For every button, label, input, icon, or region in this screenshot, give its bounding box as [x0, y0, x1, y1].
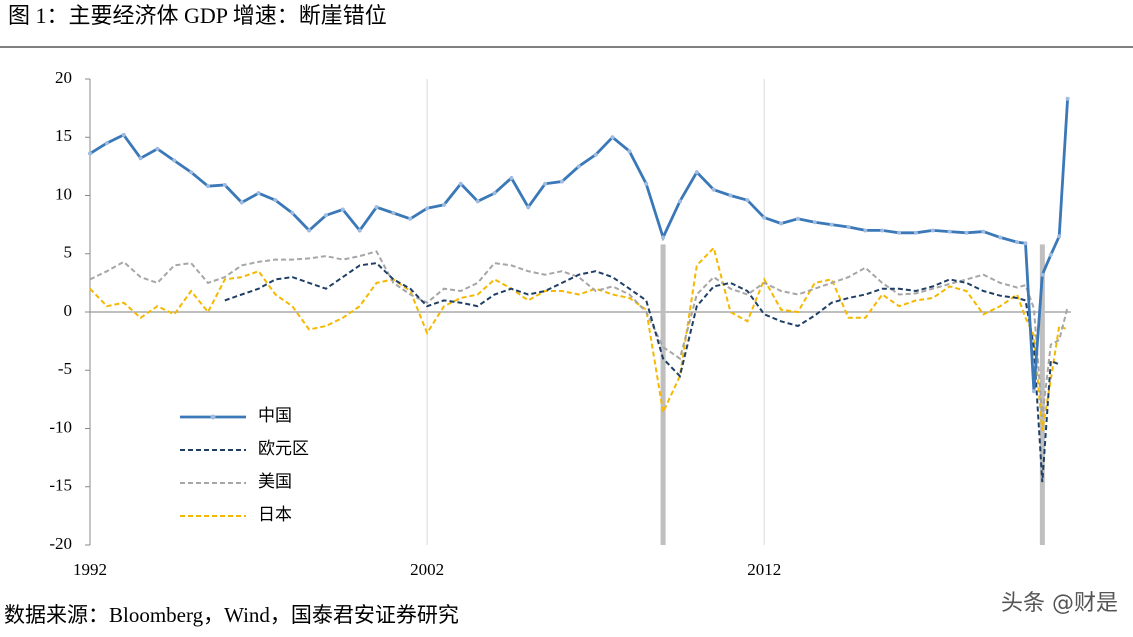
highlight-bar [1039, 244, 1045, 545]
series-marker [1015, 240, 1020, 245]
series-marker [981, 229, 986, 234]
series-marker [897, 230, 902, 235]
series-marker [425, 206, 430, 211]
series-marker [1057, 234, 1062, 239]
series-marker [441, 202, 446, 207]
series-line [89, 250, 1069, 418]
series-marker [374, 205, 379, 210]
series-marker [913, 230, 918, 235]
series-marker [745, 198, 750, 203]
x-tick-label: 2012 [747, 560, 781, 579]
series-marker [694, 170, 699, 175]
series-marker [930, 228, 935, 233]
series-marker [593, 152, 598, 157]
series-marker [391, 210, 396, 215]
series-marker [627, 149, 632, 154]
series-marker [846, 224, 851, 229]
series-marker [559, 179, 564, 184]
series-marker [644, 181, 649, 186]
series-marker [863, 228, 868, 233]
series-marker [1048, 252, 1053, 257]
x-tick-label: 1992 [73, 560, 107, 579]
legend-label: 欧元区 [258, 439, 309, 458]
source-note: 数据来源：Bloomberg，Wind，国泰君安证券研究 [4, 603, 459, 627]
watermark: 头条 @财是 [1001, 591, 1118, 616]
series-marker [812, 220, 817, 225]
y-tick-label: 15 [55, 126, 72, 145]
series-line [89, 98, 1069, 392]
series-marker [138, 156, 143, 161]
series-line [224, 262, 1060, 483]
y-tick-label: 20 [55, 68, 72, 87]
series-marker [239, 200, 244, 205]
series-marker [526, 205, 531, 210]
x-tick-label: 2002 [410, 560, 444, 579]
series-marker [492, 191, 497, 196]
y-tick-label: -5 [58, 359, 72, 378]
y-tick-label: 5 [64, 243, 73, 262]
legend-marker [210, 414, 216, 420]
series-marker [104, 141, 109, 146]
y-tick-label: 10 [55, 184, 72, 203]
series-marker [88, 151, 92, 156]
series-marker [290, 210, 295, 215]
series-marker [357, 228, 362, 233]
series-marker [155, 146, 160, 151]
series-marker [677, 199, 682, 204]
series-marker [1023, 241, 1028, 246]
y-tick-label: -15 [49, 476, 72, 495]
series-marker [1065, 96, 1070, 101]
y-tick-label: 0 [64, 301, 73, 320]
series-marker [779, 221, 784, 226]
legend-label: 美国 [258, 472, 292, 491]
series-marker [273, 198, 278, 203]
y-tick-label: -10 [49, 417, 72, 436]
y-tick-label: -20 [49, 534, 72, 553]
series-marker [998, 235, 1003, 240]
series-marker [323, 213, 328, 218]
series-marker [189, 170, 194, 175]
series-marker [509, 176, 514, 181]
highlight-bar [660, 244, 666, 545]
series-marker [661, 235, 666, 240]
series-line [89, 245, 1068, 431]
series-marker [408, 216, 413, 221]
series-marker [795, 216, 800, 221]
series-marker [728, 193, 733, 198]
series-marker [1040, 272, 1045, 277]
series-marker [829, 222, 834, 227]
series-marker [947, 229, 952, 234]
legend-label: 日本 [258, 505, 292, 524]
series-marker [121, 132, 126, 137]
series-marker [1031, 389, 1036, 394]
series-marker [543, 181, 548, 186]
series-marker [340, 207, 345, 212]
series-marker [256, 191, 261, 196]
series-marker [964, 230, 969, 235]
series-marker [576, 164, 581, 169]
chart-title: 图 1：主要经济体 GDP 增速：断崖错位 [8, 3, 387, 28]
series-marker [307, 228, 312, 233]
series-marker [458, 181, 463, 186]
series-marker [762, 215, 767, 220]
series-marker [711, 187, 716, 192]
series-marker [475, 199, 480, 204]
series-marker [880, 228, 885, 233]
series-marker [222, 183, 227, 188]
series-marker [172, 158, 177, 163]
legend-label: 中国 [258, 406, 292, 425]
series-marker [205, 184, 210, 189]
series-marker [610, 135, 615, 140]
